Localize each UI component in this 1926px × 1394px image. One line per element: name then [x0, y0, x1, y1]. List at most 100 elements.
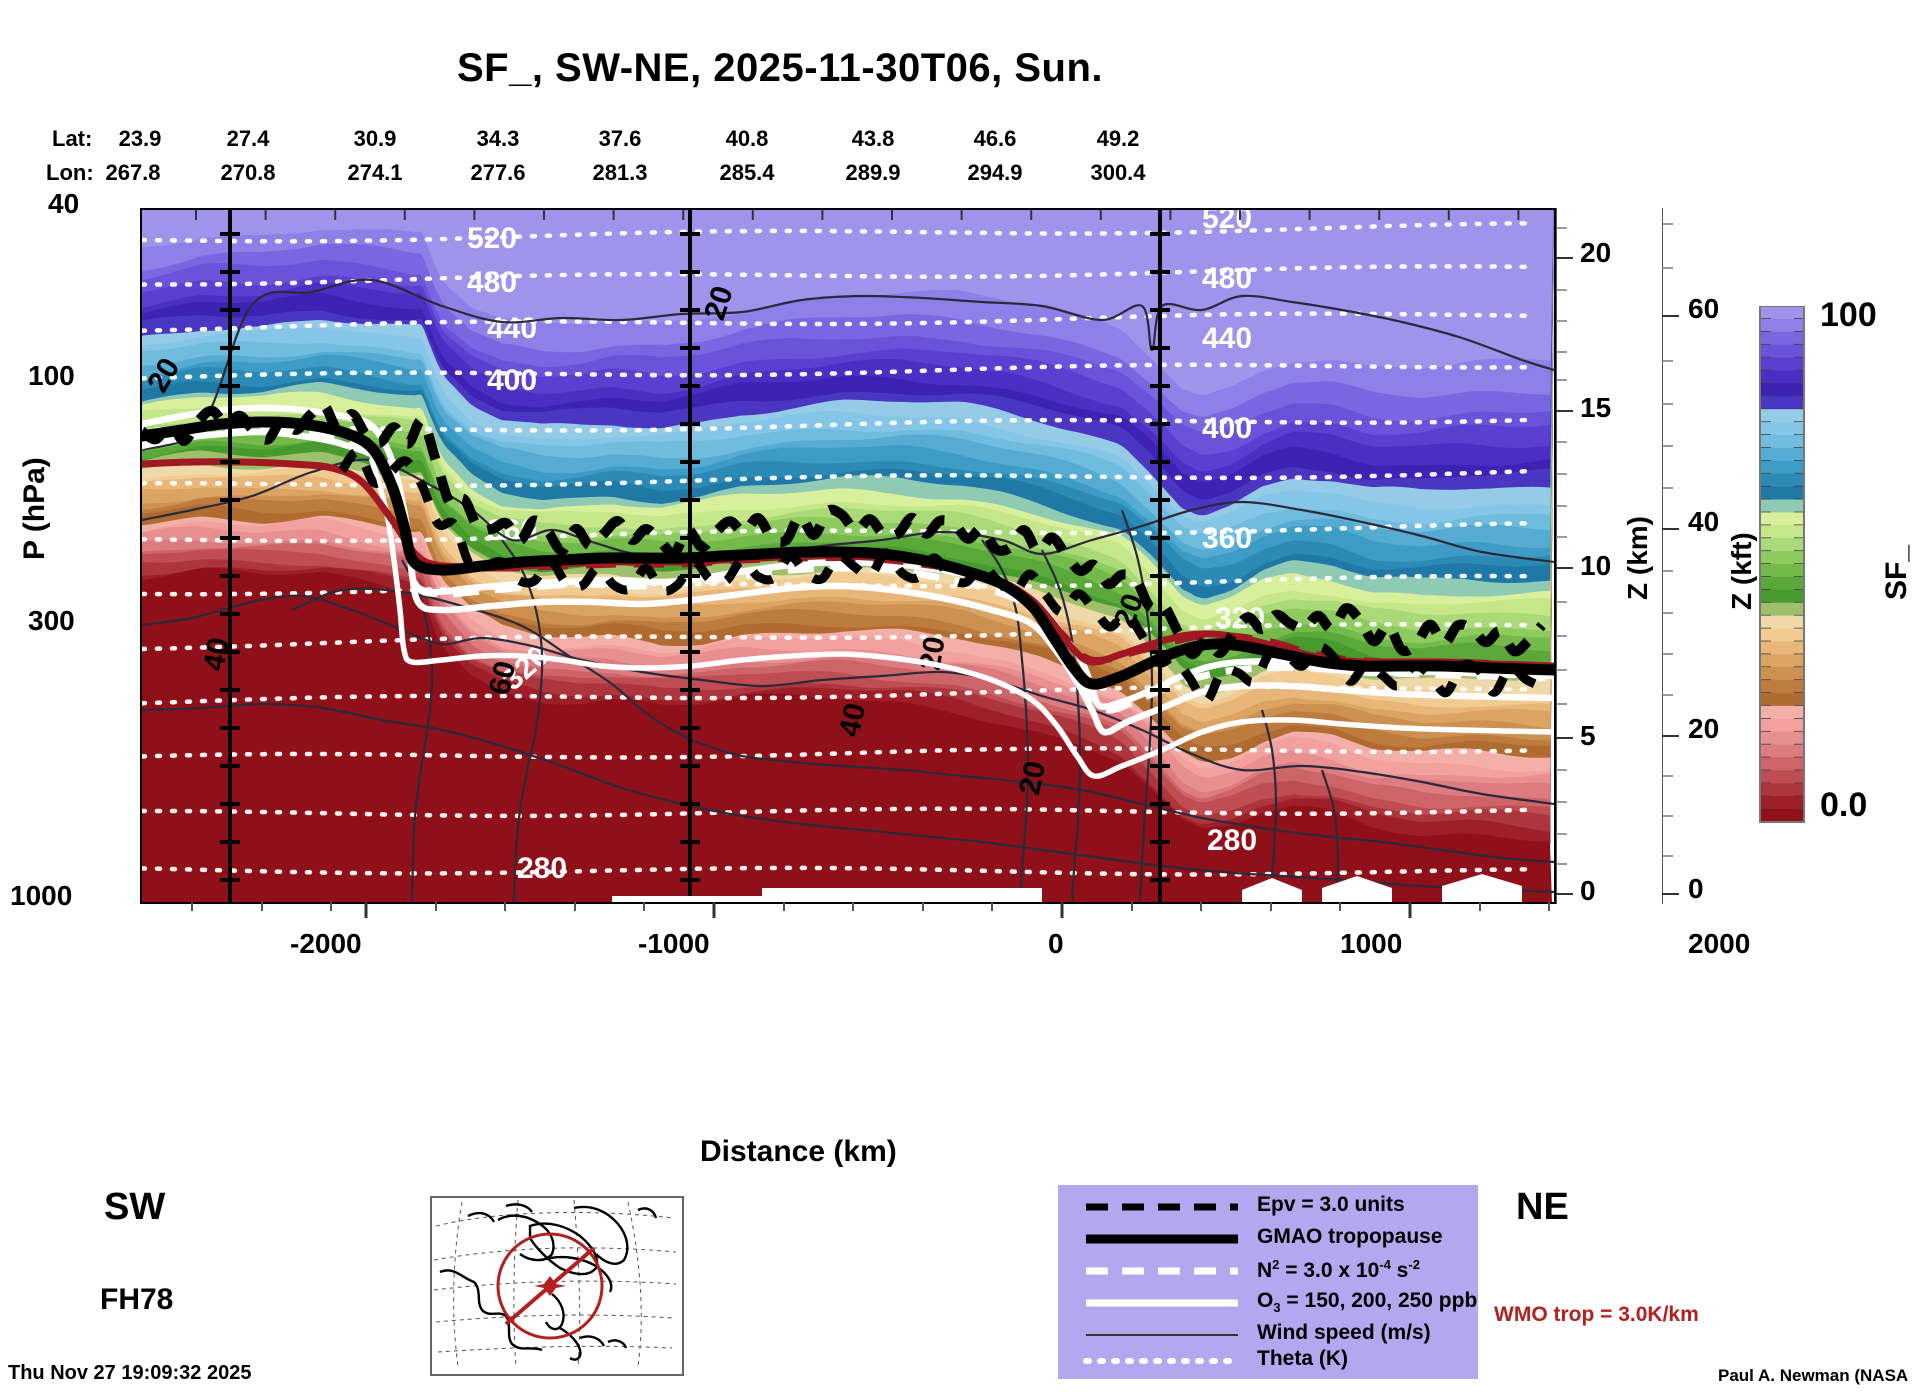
x-tick-1000: 1000: [1340, 928, 1403, 959]
lon-value-7: 294.9: [967, 160, 1023, 185]
svg-text:280: 280: [1207, 824, 1257, 857]
zkft-tick-20: 20: [1688, 713, 1720, 744]
svg-text:40: 40: [833, 700, 872, 740]
lon-label: Lon:: [46, 160, 94, 185]
zkft-tick-40: 40: [1688, 506, 1720, 537]
y-tick-40: 40: [48, 188, 80, 219]
lat-label: Lat:: [52, 126, 93, 151]
legend-item-n2[interactable]: N2 = 3.0 x 10-4 s-2: [1072, 1255, 1472, 1287]
colorbar-label: SF_: [1880, 544, 1913, 600]
colorbar-max-label: 100: [1820, 296, 1877, 334]
legend-label-theta: Theta (K): [1257, 1347, 1348, 1370]
svg-text:400: 400: [1202, 412, 1252, 445]
x-tick--1000: -1000: [638, 928, 710, 959]
legend-item-epv[interactable]: Epv = 3.0 units: [1072, 1191, 1472, 1223]
x-tick--2000: -2000: [290, 928, 362, 959]
lon-value-5: 285.4: [719, 160, 775, 185]
thin-line-icon: [1086, 1334, 1238, 1336]
svg-text:20: 20: [1013, 758, 1052, 798]
colorbar-min-label: 0.0: [1820, 786, 1868, 824]
svg-text:480: 480: [1202, 262, 1252, 295]
lat-value-7: 46.6: [973, 126, 1017, 151]
white-solid-line-icon: [1086, 1299, 1238, 1307]
white-dotted-line-icon: [1083, 1358, 1241, 1364]
direction-sw: SW: [104, 1186, 166, 1228]
svg-text:360: 360: [1202, 522, 1252, 555]
z-km-axis: [1556, 208, 1573, 904]
lon-value-3: 277.6: [470, 160, 526, 185]
lat-value-4: 37.6: [598, 126, 642, 151]
epv-contour: [142, 400, 1546, 706]
cross-section-plot[interactable]: 520 480 440 400 360 320 280 520 480 440 400 360 320 2…: [140, 208, 1556, 904]
legend-item-theta[interactable]: Theta (K): [1072, 1345, 1472, 1377]
y-axis-label: P (hPa): [18, 457, 51, 560]
plot-canvas: 5204804404003603202805204804404003603202…: [142, 210, 1554, 902]
lon-value-4: 281.3: [592, 160, 648, 185]
zkft-tick-0: 0: [1688, 873, 1704, 904]
black-dashed-line-icon: [1086, 1203, 1238, 1211]
wmo-trop-annotation: WMO trop = 3.0K/km: [1494, 1303, 1699, 1326]
svg-text:520: 520: [1202, 210, 1252, 235]
zkm-tick-10: 10: [1580, 550, 1612, 581]
svg-text:520: 520: [467, 222, 517, 255]
svg-text:60: 60: [483, 658, 522, 698]
vertical-markers: [220, 210, 1170, 902]
forecast-hour-label: FH78: [100, 1283, 174, 1316]
lon-value-1: 270.8: [220, 160, 276, 185]
white-dashed-line-icon: [1086, 1267, 1238, 1275]
x-axis: [191, 902, 1550, 918]
zkm-tick-20: 20: [1580, 237, 1612, 268]
legend-item-wind-speed[interactable]: Wind speed (m/s): [1072, 1319, 1472, 1351]
zkm-tick-15: 15: [1580, 392, 1612, 423]
zkft-tick-60: 60: [1688, 293, 1720, 324]
inset-map-svg: [432, 1198, 678, 1370]
svg-text:400: 400: [487, 364, 537, 397]
coastlines: [439, 1203, 658, 1361]
lon-value-6: 289.9: [845, 160, 901, 185]
svg-text:480: 480: [467, 266, 517, 299]
z-kft-axis-label: Z (kft): [1726, 532, 1757, 610]
top-ticks: [195, 210, 1520, 220]
y-tick-100: 100: [28, 360, 75, 391]
generation-timestamp: Thu Nov 27 19:09:32 2025: [8, 1362, 252, 1384]
legend-label-epv: Epv = 3.0 units: [1257, 1193, 1405, 1216]
lon-value-0: 267.8: [105, 160, 161, 185]
svg-text:440: 440: [1202, 322, 1252, 355]
zkm-tick-5: 5: [1580, 720, 1596, 751]
legend-label-wind: Wind speed (m/s): [1257, 1321, 1431, 1344]
author-credit: Paul A. Newman (NASA: [1718, 1366, 1909, 1385]
legend-item-gmao-tropopause[interactable]: GMAO tropopause: [1072, 1223, 1472, 1255]
x-tick-0: 0: [1048, 928, 1064, 959]
direction-ne: NE: [1516, 1186, 1569, 1228]
legend-label-o3: O3 = 150, 200, 250 ppb: [1257, 1289, 1478, 1316]
lat-value-5: 40.8: [725, 126, 769, 151]
lat-value-6: 43.8: [851, 126, 895, 151]
x-tick-2000b: 2000: [1688, 928, 1751, 959]
black-thick-line-icon: [1086, 1234, 1238, 1244]
lat-value-2: 30.9: [353, 126, 397, 151]
z-km-axis-label: Z (km): [1622, 516, 1653, 600]
y-tick-1000: 1000: [10, 880, 73, 911]
legend-label-n2: N2 = 3.0 x 10-4 s-2: [1257, 1257, 1420, 1282]
lat-value-8: 49.2: [1096, 126, 1140, 151]
transect-center-marker: [534, 1276, 566, 1296]
svg-text:280: 280: [517, 852, 567, 885]
page-title: SF_, SW-NE, 2025-11-30T06, Sun.: [456, 46, 1104, 90]
z-kft-axis: [1662, 208, 1679, 904]
lat-value-3: 34.3: [476, 126, 520, 151]
zkm-tick-0: 0: [1580, 875, 1596, 906]
gmao-tropopause: [142, 416, 1554, 690]
legend-item-o3[interactable]: O3 = 150, 200, 250 ppb: [1072, 1287, 1477, 1319]
domain-circle: [496, 1232, 604, 1340]
surface-mask: [612, 874, 1522, 902]
svg-text:440: 440: [487, 312, 537, 345]
lon-value-8: 300.4: [1090, 160, 1146, 185]
y-tick-300: 300: [28, 605, 75, 636]
x-axis-label: Distance (km): [700, 1135, 897, 1168]
legend-label-gmao: GMAO tropopause: [1257, 1225, 1443, 1248]
lat-value-1: 27.4: [226, 126, 270, 151]
legend[interactable]: Epv = 3.0 units GMAO tropopause N2 = 3.0…: [1058, 1185, 1478, 1379]
colorbar[interactable]: [1758, 306, 1812, 826]
lat-value-0: 23.9: [118, 126, 162, 151]
inset-location-map[interactable]: [430, 1196, 684, 1376]
